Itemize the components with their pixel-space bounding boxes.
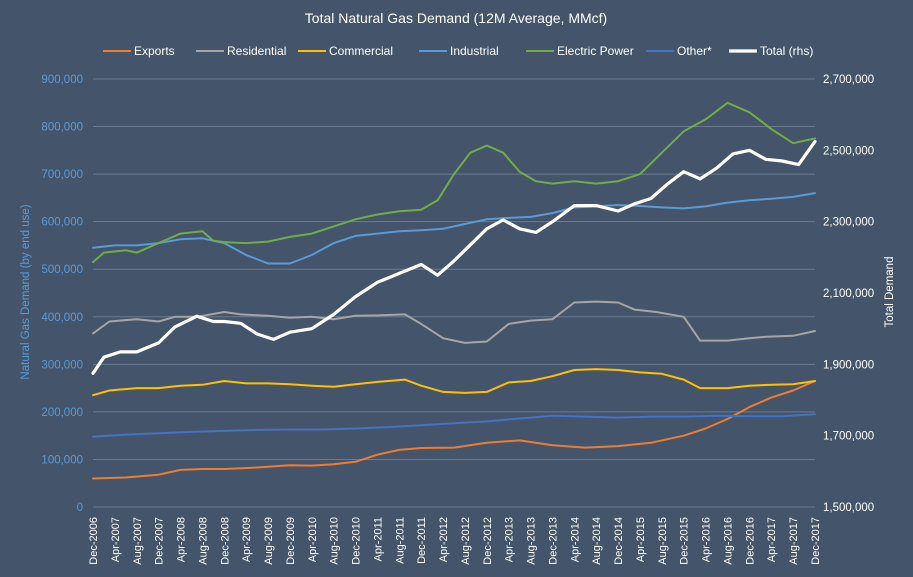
x-tick-label: Dec-2008 bbox=[219, 517, 231, 565]
legend-entry: Other* bbox=[677, 44, 712, 58]
series-line-residential bbox=[92, 300, 816, 344]
x-tick-label: Aug-2007 bbox=[132, 517, 144, 565]
right-tick-label: 2,500,000 bbox=[823, 145, 874, 157]
series-line-other bbox=[92, 413, 816, 438]
right-tick-label: 2,300,000 bbox=[823, 217, 874, 229]
left-axis-label: Natural Gas Demand (by end use) bbox=[20, 204, 32, 379]
x-tick-label: Dec-2015 bbox=[679, 517, 691, 565]
right-tick-label: 1,700,000 bbox=[823, 431, 874, 443]
x-tick-label: Apr-2011 bbox=[372, 517, 384, 561]
x-tick-label: Dec-2014 bbox=[613, 517, 625, 565]
x-tick-label: Aug-2016 bbox=[722, 517, 734, 565]
left-tick-label: 400,000 bbox=[41, 312, 83, 324]
left-tick-label: 700,000 bbox=[41, 169, 83, 181]
x-tick-label: Dec-2006 bbox=[88, 517, 100, 565]
x-tick-label: Apr-2010 bbox=[307, 517, 319, 562]
x-tick-label: Aug-2015 bbox=[657, 517, 669, 565]
x-tick-label: Apr-2016 bbox=[701, 517, 713, 562]
x-tick-label: Apr-2008 bbox=[176, 517, 188, 562]
x-tick-label: Aug-2012 bbox=[460, 517, 472, 565]
x-tick-label: Apr-2007 bbox=[110, 517, 122, 562]
legend-entry: Commercial bbox=[329, 44, 393, 58]
legend-entry: Residential bbox=[227, 44, 286, 58]
right-tick-label: 1,900,000 bbox=[823, 359, 874, 371]
left-tick-label: 600,000 bbox=[41, 217, 83, 229]
left-tick-label: 100,000 bbox=[41, 454, 83, 466]
left-tick-label: 0 bbox=[77, 502, 83, 514]
left-axis-ticks: 0 100,000 200,000 300,000 400,000 500,000 600,… bbox=[41, 74, 83, 514]
left-tick-label: 200,000 bbox=[41, 407, 83, 419]
x-tick-label: Apr-2014 bbox=[569, 517, 581, 562]
x-tick-label: Aug-2009 bbox=[263, 517, 275, 565]
legend-entry: Industrial bbox=[450, 44, 499, 58]
series-layer bbox=[91, 101, 817, 480]
left-tick-label: 900,000 bbox=[41, 74, 83, 86]
series-line-commercial bbox=[92, 368, 816, 397]
series-line-exports bbox=[92, 380, 816, 480]
legend: Exports Residential Commercial Industrial El… bbox=[103, 44, 813, 58]
x-tick-label: Dec-2011 bbox=[416, 517, 428, 564]
right-tick-label: 1,500,000 bbox=[823, 502, 874, 514]
left-tick-label: 300,000 bbox=[41, 359, 83, 371]
x-tick-label: Aug-2017 bbox=[788, 517, 800, 565]
x-axis-ticks: Dec-2006 Apr-2007 Aug-2007 Dec-2007 Apr-2008… bbox=[88, 517, 822, 565]
x-tick-label: Aug-2014 bbox=[591, 517, 603, 565]
series-line-electric-power bbox=[92, 101, 816, 264]
right-tick-label: 2,100,000 bbox=[823, 288, 874, 300]
x-tick-label: Dec-2016 bbox=[744, 517, 756, 565]
series-line-industrial bbox=[92, 192, 816, 265]
right-axis-ticks: 1,500,000 1,700,000 1,900,000 2,100,000 2,30… bbox=[823, 74, 874, 514]
x-tick-label: Dec-2012 bbox=[482, 517, 494, 565]
x-tick-label: Apr-2013 bbox=[504, 517, 516, 562]
legend-entry: Exports bbox=[134, 44, 175, 58]
x-tick-label: Apr-2012 bbox=[438, 517, 450, 562]
x-tick-label: Dec-2009 bbox=[285, 517, 297, 565]
x-tick-label: Dec-2017 bbox=[810, 517, 822, 565]
left-tick-label: 500,000 bbox=[41, 264, 83, 276]
gridlines bbox=[93, 78, 815, 508]
x-tick-label: Aug-2008 bbox=[197, 517, 209, 565]
x-tick-label: Aug-2011 bbox=[394, 517, 406, 564]
legend-entry: Electric Power bbox=[557, 44, 634, 58]
x-tick-label: Apr-2015 bbox=[635, 517, 647, 562]
x-tick-label: Apr-2017 bbox=[766, 517, 778, 562]
legend-entry: Total (rhs) bbox=[760, 44, 813, 58]
left-tick-label: 800,000 bbox=[41, 122, 83, 134]
x-tick-label: Aug-2013 bbox=[526, 517, 538, 565]
x-tick-label: Apr-2009 bbox=[241, 517, 253, 562]
right-axis-label: Total Demand bbox=[884, 257, 896, 328]
x-tick-label: Dec-2013 bbox=[547, 517, 559, 565]
x-tick-label: Dec-2007 bbox=[154, 517, 166, 565]
chart-title: Total Natural Gas Demand (12M Average, M… bbox=[305, 10, 607, 26]
series-line-total-rhs bbox=[91, 139, 817, 375]
right-tick-label: 2,700,000 bbox=[823, 74, 874, 86]
x-tick-label: Dec-2010 bbox=[351, 517, 363, 565]
x-tick-label: Aug-2010 bbox=[329, 517, 341, 565]
